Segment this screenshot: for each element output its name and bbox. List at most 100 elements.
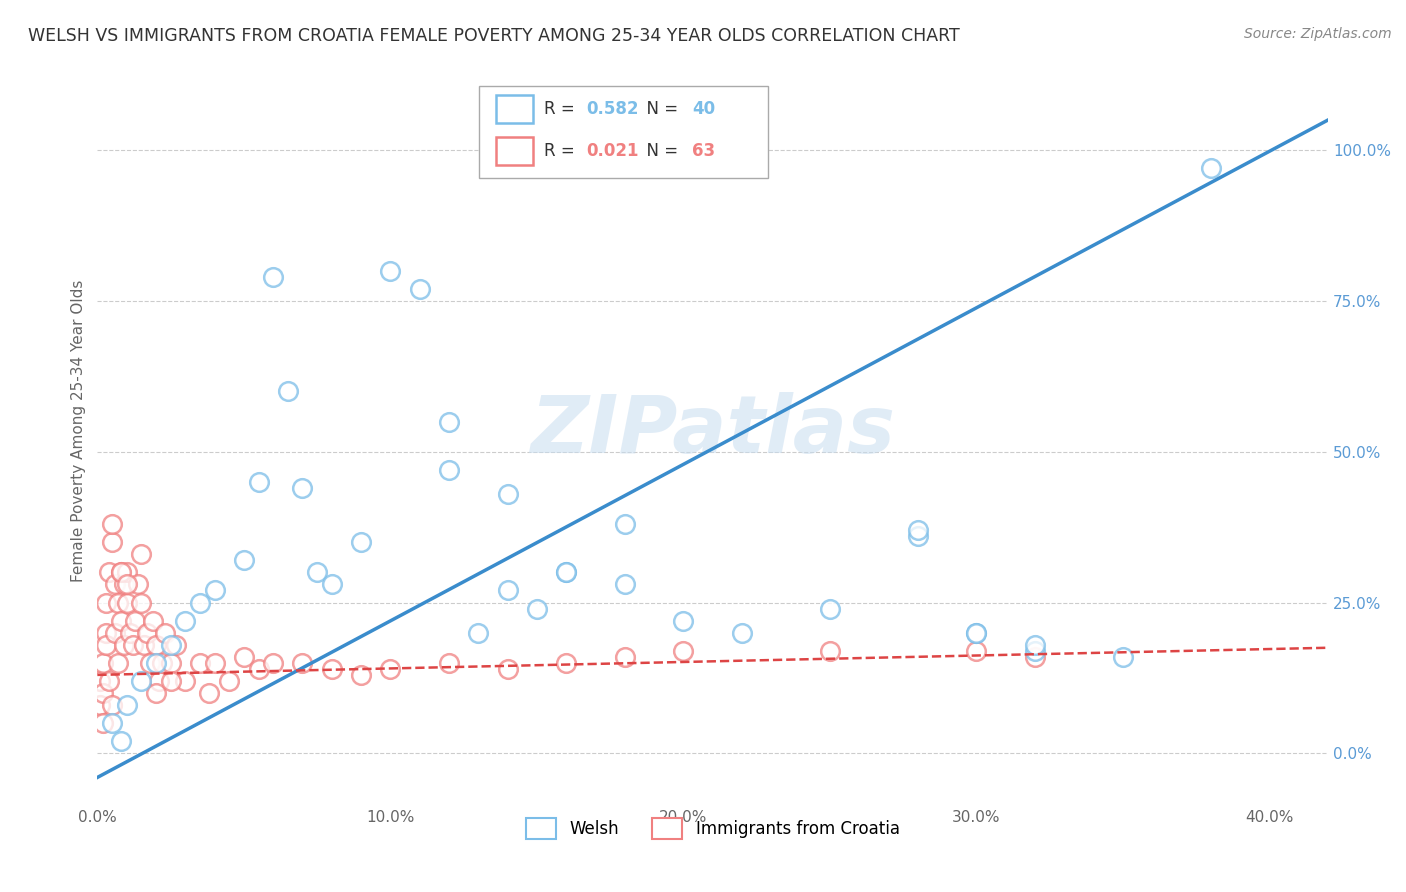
Point	[672, 614, 695, 628]
Point	[966, 625, 988, 640]
Point	[907, 523, 929, 537]
Point	[1112, 649, 1135, 664]
Point	[159, 656, 181, 670]
Point	[107, 595, 129, 609]
Point	[166, 638, 188, 652]
Point	[966, 644, 988, 658]
Point	[91, 686, 114, 700]
Point	[101, 517, 124, 532]
Point	[291, 481, 314, 495]
FancyBboxPatch shape	[496, 95, 533, 123]
Point	[131, 547, 153, 561]
Point	[150, 656, 173, 670]
Point	[115, 595, 138, 609]
Point	[94, 625, 117, 640]
Point	[262, 269, 284, 284]
Point	[496, 583, 519, 598]
Point	[107, 656, 129, 670]
Point	[131, 595, 153, 609]
Point	[101, 716, 124, 731]
Point	[350, 668, 373, 682]
Text: ZIPatlas: ZIPatlas	[530, 392, 896, 469]
Point	[247, 475, 270, 489]
Y-axis label: Female Poverty Among 25-34 Year Olds: Female Poverty Among 25-34 Year Olds	[72, 279, 86, 582]
Point	[91, 716, 114, 731]
Point	[204, 656, 226, 670]
Point	[232, 649, 254, 664]
Point	[409, 282, 432, 296]
Point	[818, 601, 841, 615]
Text: 63: 63	[692, 143, 714, 161]
Point	[127, 577, 149, 591]
Text: N =: N =	[637, 143, 683, 161]
Point	[94, 638, 117, 652]
Point	[496, 487, 519, 501]
Point	[555, 656, 578, 670]
Point	[159, 638, 181, 652]
Point	[188, 595, 211, 609]
Point	[110, 566, 132, 580]
Point	[159, 673, 181, 688]
Point	[437, 415, 460, 429]
Point	[204, 583, 226, 598]
Point	[218, 673, 240, 688]
Text: 0.582: 0.582	[586, 100, 638, 118]
Point	[174, 673, 197, 688]
Point	[104, 625, 127, 640]
Point	[145, 638, 167, 652]
Point	[134, 638, 156, 652]
Point	[555, 566, 578, 580]
Legend: Welsh, Immigrants from Croatia: Welsh, Immigrants from Croatia	[519, 812, 907, 846]
Point	[104, 577, 127, 591]
Point	[232, 553, 254, 567]
Point	[907, 529, 929, 543]
Point	[437, 463, 460, 477]
Point	[197, 686, 219, 700]
Point	[321, 577, 343, 591]
Point	[110, 734, 132, 748]
Point	[174, 614, 197, 628]
Point	[496, 662, 519, 676]
Point	[110, 614, 132, 628]
Point	[112, 577, 135, 591]
Point	[437, 656, 460, 670]
FancyBboxPatch shape	[496, 137, 533, 166]
Point	[98, 566, 121, 580]
Point	[89, 673, 111, 688]
FancyBboxPatch shape	[479, 86, 768, 178]
Point	[94, 595, 117, 609]
Point	[262, 656, 284, 670]
Point	[818, 644, 841, 658]
Point	[1199, 161, 1222, 176]
Point	[1024, 649, 1046, 664]
Point	[101, 698, 124, 712]
Point	[142, 614, 165, 628]
Point	[321, 662, 343, 676]
Point	[91, 656, 114, 670]
Point	[731, 625, 754, 640]
Point	[124, 614, 146, 628]
Point	[380, 662, 402, 676]
Point	[350, 535, 373, 549]
Point	[110, 566, 132, 580]
Point	[145, 686, 167, 700]
Point	[966, 625, 988, 640]
Point	[101, 535, 124, 549]
Point	[115, 566, 138, 580]
Point	[672, 644, 695, 658]
Point	[247, 662, 270, 676]
Point	[98, 673, 121, 688]
Point	[89, 698, 111, 712]
Text: 40: 40	[692, 100, 714, 118]
Point	[136, 625, 159, 640]
Text: Source: ZipAtlas.com: Source: ZipAtlas.com	[1244, 27, 1392, 41]
Point	[1024, 644, 1046, 658]
Point	[153, 625, 176, 640]
Text: 0.021: 0.021	[586, 143, 638, 161]
Point	[148, 673, 170, 688]
Text: N =: N =	[637, 100, 683, 118]
Text: WELSH VS IMMIGRANTS FROM CROATIA FEMALE POVERTY AMONG 25-34 YEAR OLDS CORRELATIO: WELSH VS IMMIGRANTS FROM CROATIA FEMALE …	[28, 27, 960, 45]
Point	[145, 656, 167, 670]
Point	[526, 601, 548, 615]
Text: R =: R =	[544, 100, 581, 118]
